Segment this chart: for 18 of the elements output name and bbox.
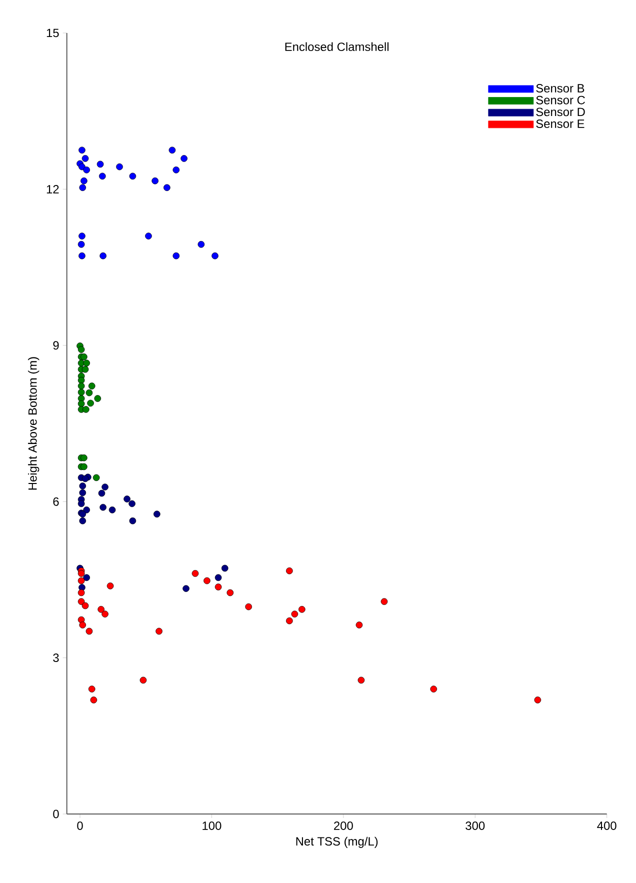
y-tick-label: 0 — [53, 810, 59, 818]
y-tick-label: 12 — [46, 185, 59, 194]
x-tick-label: 300 — [466, 822, 485, 830]
x-axis-title: Net TSS (mg/L) — [296, 836, 378, 848]
y-tick-label: 9 — [53, 341, 59, 350]
x-tick-label: 400 — [597, 822, 616, 830]
text: Enclosed Clamshell — [285, 42, 388, 52]
y-tick-label: 6 — [53, 497, 59, 506]
legend-label: Sensor E — [536, 120, 584, 128]
y-axis-title: Height Above Bottom (m) — [28, 357, 40, 490]
y-tick-label: 3 — [53, 654, 59, 662]
x-tick-label: 100 — [202, 822, 222, 830]
legend-label: Sensor C — [536, 96, 585, 104]
legend-label: Sensor D — [536, 108, 585, 116]
x-tick-label: 0 — [77, 822, 83, 830]
legend-label: Sensor B — [536, 84, 584, 92]
x-tick-label: 200 — [334, 822, 353, 830]
y-tick-label: 15 — [46, 28, 59, 38]
